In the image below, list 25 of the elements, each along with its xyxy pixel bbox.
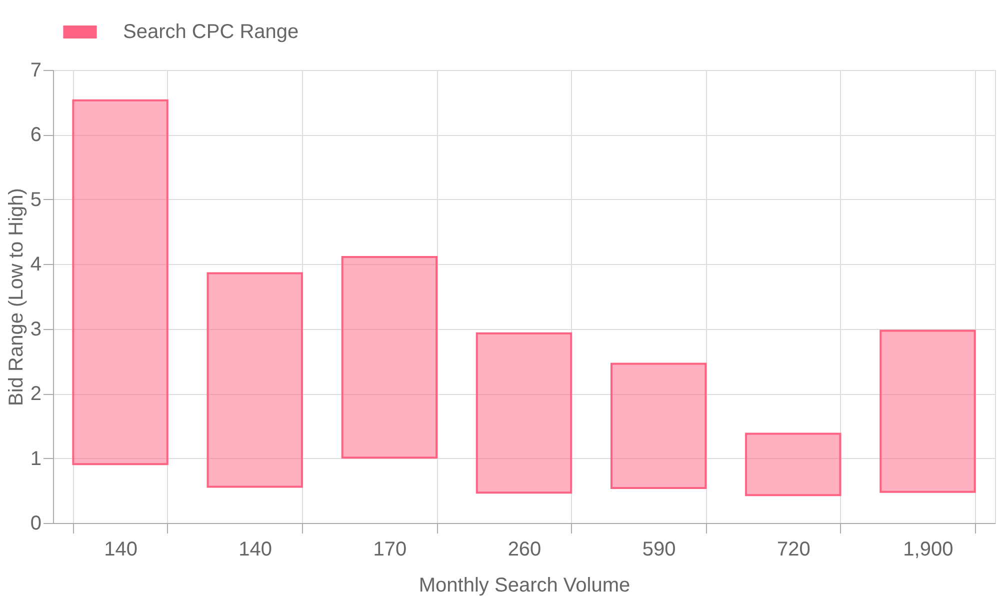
y-tick-label: 2 (30, 383, 42, 406)
x-tick-label: 140 (238, 538, 272, 560)
y-tick-label: 7 (30, 60, 42, 82)
bar (880, 330, 976, 493)
bar (610, 362, 707, 490)
y-tick-label: 5 (30, 188, 42, 211)
y-tick-label: 4 (30, 254, 42, 276)
x-tick-label: 720 (776, 538, 810, 560)
x-axis-title: Monthly Search Volume (418, 574, 630, 596)
bar (341, 256, 438, 459)
x-tick-label: 170 (373, 538, 407, 560)
x-tick-label: 1,900 (903, 538, 954, 560)
bar (206, 272, 303, 488)
y-tick-label: 6 (30, 124, 42, 146)
x-tick-label: 260 (508, 538, 542, 560)
bar (745, 432, 842, 496)
y-tick-label: 3 (30, 318, 42, 340)
x-tick-label: 590 (642, 538, 676, 560)
x-tick-label: 140 (104, 538, 138, 560)
y-axis-title: Bid Range (Low to High) (5, 188, 28, 406)
bar (476, 332, 572, 494)
bar (72, 99, 168, 466)
y-tick-label: 1 (30, 448, 42, 470)
y-tick-label: 0 (30, 512, 42, 534)
legend-label: Search CPC Range (123, 21, 299, 43)
